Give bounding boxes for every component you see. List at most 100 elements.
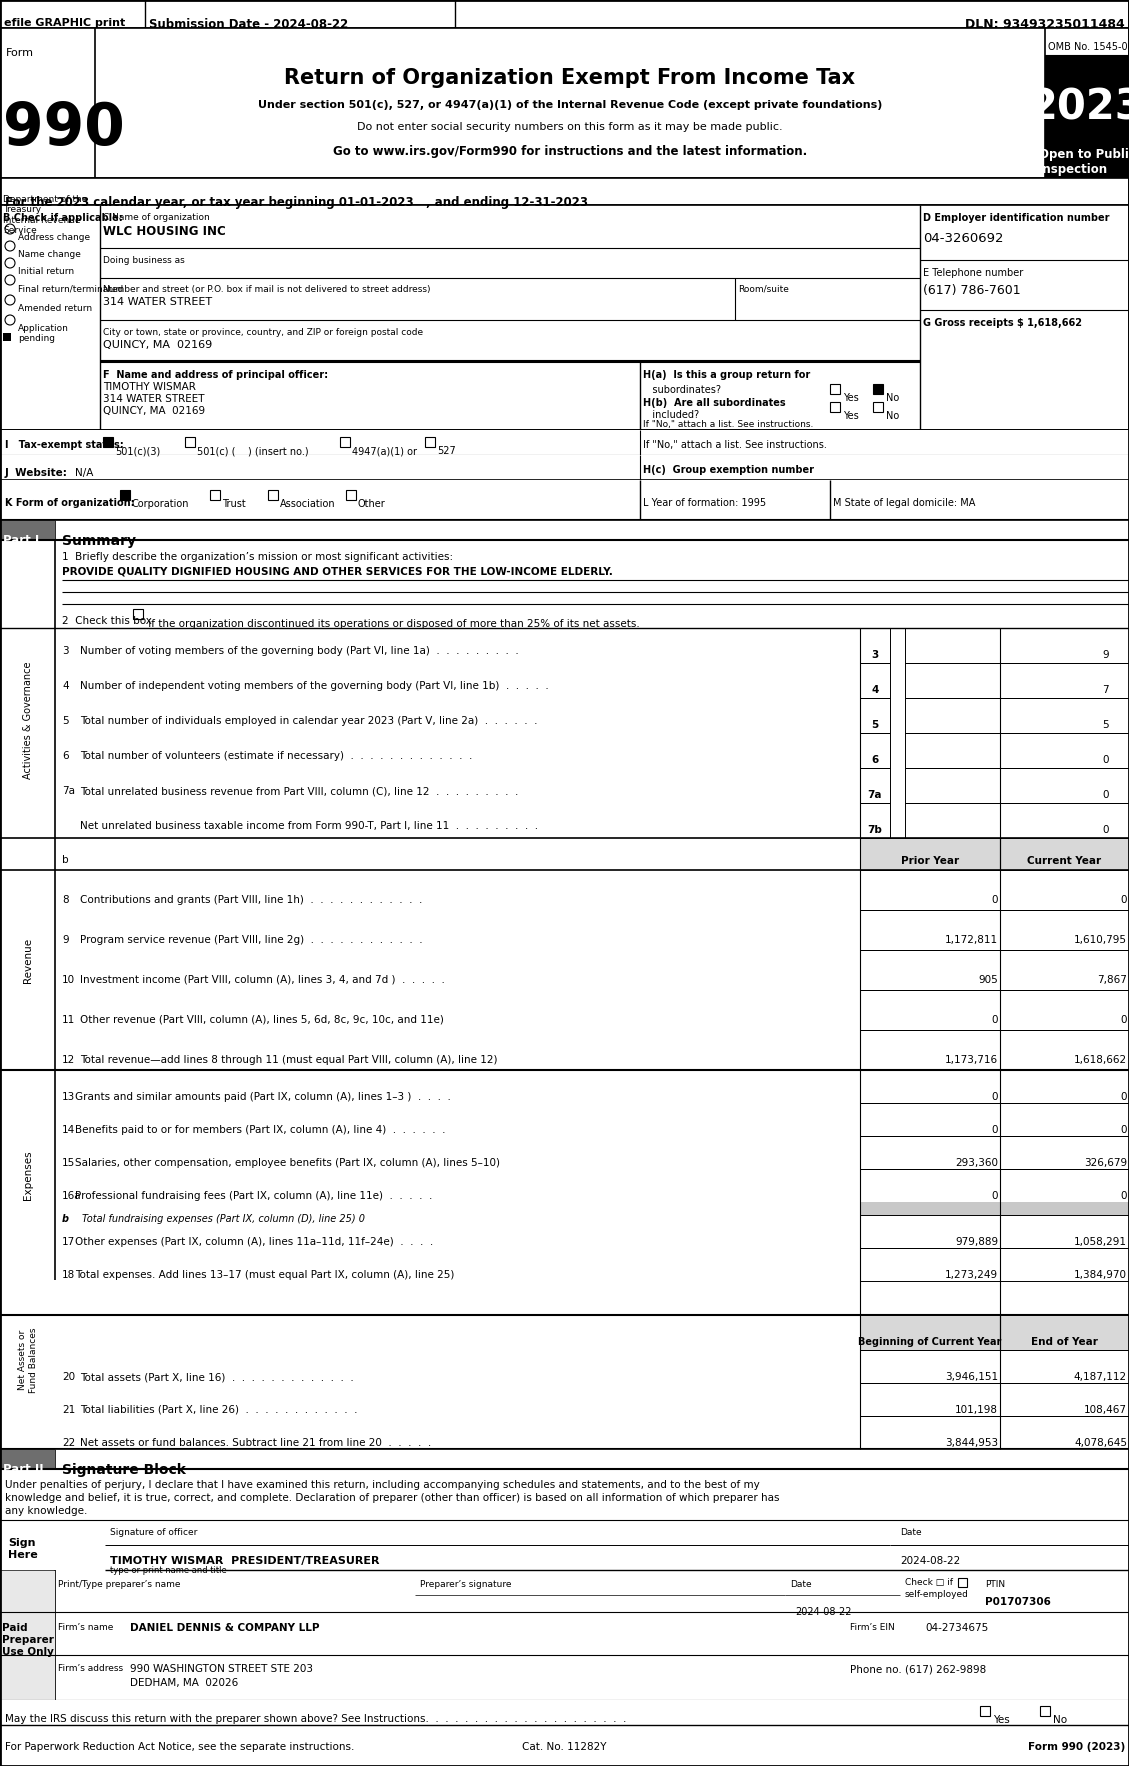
Text: Doing business as: Doing business as — [103, 256, 185, 265]
Bar — [860, 839, 1129, 871]
Bar — [340, 436, 350, 447]
Bar — [860, 1203, 1000, 1215]
Text: 979,889: 979,889 — [955, 1236, 998, 1247]
Text: 04-3260692: 04-3260692 — [924, 231, 1004, 245]
Text: Corporation: Corporation — [132, 500, 190, 509]
Text: Firm’s EIN: Firm’s EIN — [850, 1623, 895, 1632]
Text: 2  Check this box: 2 Check this box — [62, 616, 152, 625]
Text: Final return/terminated: Final return/terminated — [18, 284, 123, 293]
Text: Do not enter social security numbers on this form as it may be made public.: Do not enter social security numbers on … — [357, 122, 782, 132]
Text: Other expenses (Part IX, column (A), lines 11a–11d, 11f–24e)  .  .  .  .: Other expenses (Part IX, column (A), lin… — [75, 1236, 434, 1247]
Text: Part II: Part II — [3, 1462, 44, 1476]
Text: Return of Organization Exempt From Income Tax: Return of Organization Exempt From Incom… — [285, 69, 856, 88]
Text: No: No — [1053, 1715, 1067, 1725]
Text: 0: 0 — [1103, 789, 1109, 800]
Bar — [830, 403, 840, 411]
Text: included?: included? — [644, 410, 699, 420]
Bar — [0, 480, 1129, 519]
Bar — [1045, 127, 1129, 178]
Text: May the IRS discuss this return with the preparer shown above? See Instructions.: May the IRS discuss this return with the… — [5, 1715, 627, 1724]
Text: Sign
Here: Sign Here — [8, 1538, 37, 1559]
Text: Submission Date - 2024-08-22: Submission Date - 2024-08-22 — [149, 18, 348, 32]
Bar — [959, 1579, 968, 1588]
Text: PTIN: PTIN — [984, 1581, 1005, 1589]
Text: Room/suite: Room/suite — [738, 284, 789, 293]
Text: 15: 15 — [62, 1158, 76, 1167]
Text: 3,844,953: 3,844,953 — [945, 1438, 998, 1448]
Text: Firm’s name: Firm’s name — [58, 1623, 113, 1632]
Bar — [905, 733, 1129, 768]
Bar — [860, 1316, 1129, 1349]
Text: self-employed: self-employed — [905, 1589, 969, 1598]
Bar — [905, 804, 1129, 839]
Bar — [860, 1249, 1000, 1280]
Text: Number of independent voting members of the governing body (Part VI, line 1b)  .: Number of independent voting members of … — [80, 682, 549, 691]
Text: 22: 22 — [62, 1438, 76, 1448]
Text: H(b)  Are all subordinates: H(b) Are all subordinates — [644, 397, 786, 408]
Text: b: b — [62, 855, 69, 865]
Text: 1,058,291: 1,058,291 — [1074, 1236, 1127, 1247]
Bar — [860, 1383, 1000, 1416]
Text: Net unrelated business taxable income from Form 990-T, Part I, line 11  .  .  . : Net unrelated business taxable income fr… — [80, 821, 539, 832]
Text: J  Website:: J Website: — [5, 468, 68, 479]
Bar — [1000, 909, 1129, 950]
Text: 527: 527 — [437, 447, 456, 456]
Text: 5: 5 — [62, 715, 69, 726]
Bar — [1040, 1706, 1050, 1717]
Text: Department of the
Treasury
Internal Revenue
Service: Department of the Treasury Internal Reve… — [3, 194, 87, 235]
Text: City or town, state or province, country, and ZIP or foreign postal code: City or town, state or province, country… — [103, 328, 423, 337]
Text: 5: 5 — [872, 721, 878, 729]
Text: Part I: Part I — [3, 533, 40, 547]
Text: K Form of organization:: K Form of organization: — [5, 498, 134, 509]
Text: Trust: Trust — [222, 500, 246, 509]
Text: Total assets (Part X, line 16)  .  .  .  .  .  .  .  .  .  .  .  .  .: Total assets (Part X, line 16) . . . . .… — [80, 1372, 353, 1383]
Text: Print/Type preparer’s name: Print/Type preparer’s name — [58, 1581, 181, 1589]
Text: Initial return: Initial return — [18, 267, 75, 275]
Text: M State of legal domicile: MA: M State of legal domicile: MA — [833, 498, 975, 509]
Text: 12: 12 — [62, 1054, 76, 1065]
Text: 3: 3 — [872, 650, 878, 660]
Text: 0: 0 — [1120, 1015, 1127, 1024]
Bar — [1000, 950, 1129, 991]
Bar — [1000, 1416, 1129, 1448]
Bar — [1000, 871, 1129, 909]
Text: 1,610,795: 1,610,795 — [1074, 934, 1127, 945]
Text: 0: 0 — [1120, 1190, 1127, 1201]
Bar — [0, 429, 1129, 456]
Text: 2024-08-22: 2024-08-22 — [900, 1556, 961, 1566]
Text: Total number of volunteers (estimate if necessary)  .  .  .  .  .  .  .  .  .  .: Total number of volunteers (estimate if … — [80, 751, 472, 761]
Bar — [0, 1448, 55, 1469]
Bar — [860, 768, 890, 804]
Bar — [1000, 991, 1129, 1030]
Bar — [860, 1169, 1000, 1203]
Text: N/A: N/A — [75, 468, 94, 479]
Text: subordinates?: subordinates? — [644, 385, 721, 396]
Bar — [120, 489, 130, 500]
Bar — [860, 733, 890, 768]
Text: any knowledge.: any knowledge. — [5, 1506, 87, 1515]
Bar — [0, 1570, 55, 1701]
Text: End of Year: End of Year — [1031, 1337, 1097, 1347]
Text: 7b: 7b — [867, 825, 883, 835]
Bar — [210, 489, 220, 500]
Text: 14: 14 — [62, 1125, 76, 1136]
Bar — [873, 383, 883, 394]
Bar — [0, 0, 1129, 28]
Text: 5: 5 — [1102, 721, 1109, 729]
Text: 501(c) (    ) (insert no.): 501(c) ( ) (insert no.) — [196, 447, 308, 456]
Text: Beginning of Current Year: Beginning of Current Year — [858, 1337, 1001, 1347]
Text: 4,078,645: 4,078,645 — [1074, 1438, 1127, 1448]
Bar — [860, 629, 890, 662]
Text: Total unrelated business revenue from Part VIII, column (C), line 12  .  .  .  .: Total unrelated business revenue from Pa… — [80, 786, 518, 796]
Text: Open to Public
Inspection: Open to Public Inspection — [1039, 148, 1129, 177]
Text: 8: 8 — [62, 895, 69, 904]
Text: 6: 6 — [62, 751, 69, 761]
Text: 7: 7 — [1102, 685, 1109, 696]
Text: 314 WATER STREET: 314 WATER STREET — [103, 297, 212, 307]
Text: 2024-08-22: 2024-08-22 — [795, 1607, 851, 1618]
Text: Net Assets or
Fund Balances: Net Assets or Fund Balances — [18, 1328, 37, 1393]
Text: 314 WATER STREET: 314 WATER STREET — [103, 394, 204, 404]
Text: Yes: Yes — [843, 411, 859, 420]
Text: 13: 13 — [62, 1091, 76, 1102]
Bar — [1000, 1249, 1129, 1280]
